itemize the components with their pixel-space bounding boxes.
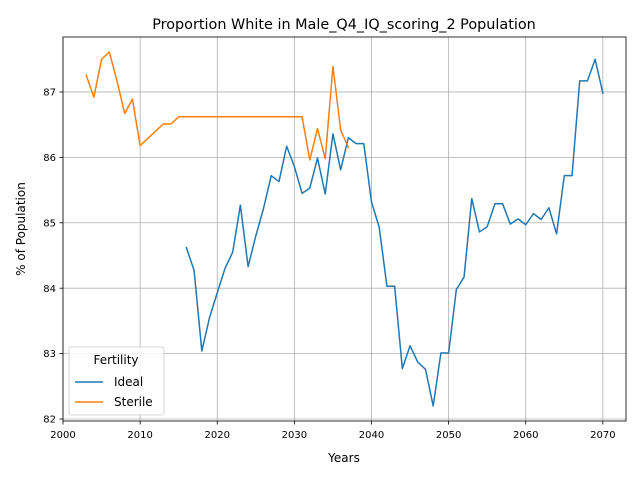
x-tick-label-2030: 2030 [282,430,307,441]
legend: Fertility Ideal Sterile [68,346,165,416]
legend-label-ideal: Ideal [114,375,143,389]
legend-title: Fertility [93,353,138,367]
x-tick-label-2020: 2020 [205,430,230,441]
y-tick-label-86: 86 [43,153,56,164]
series-line-ideal [185,58,604,407]
series-layer [85,51,604,407]
x-axis: 2000 2010 2020 2030 2040 2050 2060 2070 [50,421,616,441]
x-tick-label-2040: 2040 [359,430,384,441]
x-tick-label-2000: 2000 [50,430,75,441]
x-tick-label-2060: 2060 [513,430,538,441]
legend-box [68,346,165,416]
y-axis: 82 83 84 85 86 87 [43,88,63,426]
x-tick-label-2070: 2070 [590,430,615,441]
legend-label-sterile: Sterile [114,395,153,409]
y-tick-label-83: 83 [43,349,56,360]
y-tick-label-82: 82 [43,415,56,426]
chart-title: Proportion White in Male_Q4_IQ_scoring_2… [152,17,536,33]
x-tick-label-2050: 2050 [436,430,461,441]
plot-frame [62,36,627,422]
y-tick-label-87: 87 [43,88,56,99]
series-line-sterile [85,51,350,161]
y-axis-label: % of Population [14,182,28,276]
grid-lines [62,37,626,421]
y-tick-label-84: 84 [43,284,56,295]
x-axis-label: Years [327,451,360,465]
y-tick-label-85: 85 [43,218,56,229]
x-tick-label-2010: 2010 [127,430,152,441]
